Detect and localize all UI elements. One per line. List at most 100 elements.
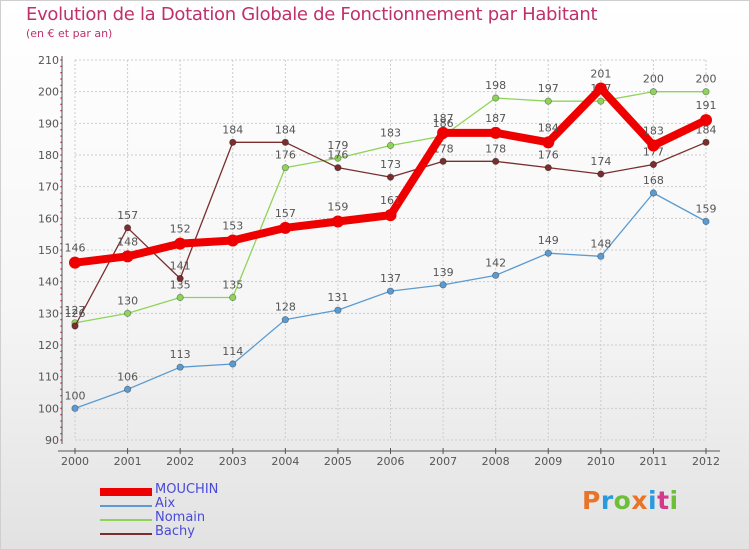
data-point (281, 164, 289, 172)
data-point (492, 94, 500, 102)
data-point (229, 360, 237, 368)
y-minor-tick (60, 141, 62, 144)
y-tick-label: 200 (38, 86, 59, 99)
data-point (649, 189, 658, 197)
y-minor-tick (60, 179, 62, 182)
y-minor-tick (60, 249, 62, 251)
data-point (281, 316, 289, 324)
data-point (386, 141, 395, 150)
data-label: 114 (222, 345, 243, 358)
data-label: 126 (65, 307, 86, 320)
x-tick-label: 2003 (219, 455, 247, 468)
data-label: 183 (380, 127, 401, 140)
y-minor-tick (60, 388, 62, 391)
y-minor-tick (60, 116, 62, 118)
series-nomain: 127130135135176179183186198197197200200 (65, 73, 717, 327)
series-aix: 100 106 113 114 128 131 137 139 142 149 148 168 159 (65, 174, 717, 412)
data-point (174, 237, 187, 250)
x-tick-label: 2007 (429, 455, 457, 468)
data-label: 198 (485, 79, 506, 92)
data-label: 146 (65, 242, 86, 255)
y-minor-tick (60, 166, 62, 169)
data-point (279, 221, 292, 234)
y-minor-tick (60, 363, 62, 365)
y-tick-label: 150 (38, 244, 59, 257)
data-point (439, 157, 447, 165)
legend-label: Bachy (155, 524, 195, 539)
data-label: 176 (538, 149, 559, 162)
data-point (281, 138, 289, 146)
data-point (700, 114, 712, 127)
y-minor-tick (60, 97, 62, 99)
data-label: 135 (170, 279, 191, 292)
y-minor-tick (60, 432, 62, 435)
data-label: 127 (65, 304, 86, 317)
y-minor-tick (60, 147, 62, 150)
data-point (229, 293, 237, 302)
data-label: 142 (485, 256, 506, 269)
data-label: 184 (275, 123, 296, 136)
y-minor-tick (60, 420, 62, 422)
y-minor-tick (60, 287, 62, 289)
y-minor-tick (60, 109, 62, 112)
data-point (176, 293, 184, 302)
x-tick-label: 2006 (377, 455, 405, 468)
data-label: 113 (170, 348, 191, 361)
y-minor-tick (60, 407, 62, 410)
data-point (229, 138, 237, 146)
data-label: 161 (380, 194, 401, 207)
legend-item-aix: Aix (100, 496, 300, 512)
data-label: 179 (327, 139, 348, 152)
y-minor-tick (60, 299, 62, 302)
y-minor-tick (60, 90, 62, 93)
y-minor-tick (60, 78, 62, 80)
y-minor-tick (60, 103, 62, 106)
y-minor-tick (60, 230, 62, 232)
data-label: 200 (643, 73, 664, 86)
y-minor-tick (60, 274, 62, 277)
data-label: 157 (117, 209, 138, 222)
y-tick-label: 140 (38, 276, 59, 289)
y-minor-tick (60, 122, 62, 125)
data-label: 200 (696, 73, 717, 86)
data-point (542, 136, 555, 149)
y-minor-tick (60, 350, 62, 353)
data-point (176, 274, 184, 283)
y-minor-tick (60, 198, 62, 201)
y-minor-tick (60, 173, 62, 175)
y-minor-tick (60, 154, 62, 156)
y-tick-label: 110 (38, 371, 59, 384)
data-point (123, 224, 132, 232)
data-label: 159 (696, 203, 717, 216)
chart-title: Evolution de la Dotation Globale de Fonc… (26, 4, 598, 25)
data-label: 177 (643, 146, 664, 159)
data-point (123, 309, 132, 317)
logo-letter: i (669, 486, 679, 515)
data-point (544, 164, 552, 172)
y-tick-label: 100 (38, 402, 59, 415)
data-label: 187 (433, 112, 454, 125)
data-label: 135 (222, 279, 243, 292)
y-minor-tick (60, 344, 62, 346)
data-label: 187 (485, 112, 506, 125)
y-minor-tick (60, 337, 62, 340)
data-label: 174 (590, 155, 611, 168)
x-tick-label: 2001 (114, 455, 142, 468)
data-point (384, 209, 397, 222)
y-minor-tick (60, 401, 62, 403)
y-minor-tick (60, 59, 62, 61)
data-label: 139 (433, 266, 454, 279)
data-point (439, 281, 447, 289)
legend-swatch (100, 488, 152, 496)
y-minor-tick (60, 331, 62, 334)
y-tick-label: 120 (38, 339, 59, 352)
data-point (594, 82, 607, 95)
y-minor-tick (60, 426, 62, 429)
y-minor-tick (60, 318, 62, 321)
x-tick-label: 2010 (587, 455, 615, 468)
data-point (597, 170, 605, 178)
x-tick-label: 2004 (271, 455, 299, 468)
data-label: 149 (538, 234, 559, 247)
legend-item-mouchin: MOUCHIN (100, 482, 300, 498)
